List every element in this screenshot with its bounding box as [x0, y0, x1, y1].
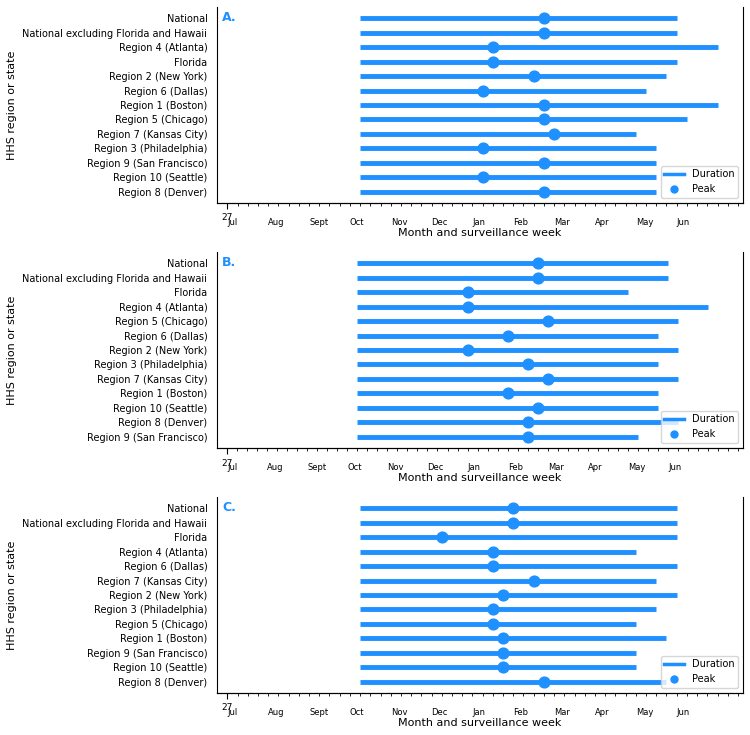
Point: [461, 344, 473, 356]
Text: May: May: [636, 218, 653, 227]
Text: B.: B.: [222, 256, 236, 269]
Point: [477, 85, 489, 96]
Text: Jan: Jan: [472, 218, 485, 227]
Text: Oct: Oct: [347, 463, 362, 472]
X-axis label: Month and surveillance week: Month and surveillance week: [398, 473, 562, 483]
Text: Jul: Jul: [227, 218, 238, 227]
Point: [502, 330, 514, 342]
Text: Jul: Jul: [227, 463, 237, 472]
Text: Feb: Feb: [508, 463, 523, 472]
Text: Jan: Jan: [472, 709, 485, 717]
Text: Sept: Sept: [309, 218, 328, 227]
Point: [497, 632, 509, 644]
Text: May: May: [628, 463, 645, 472]
Point: [532, 257, 544, 269]
Point: [497, 589, 509, 601]
Point: [477, 171, 489, 183]
Text: Jun: Jun: [676, 709, 690, 717]
Text: Nov: Nov: [391, 218, 407, 227]
Point: [538, 27, 550, 39]
Point: [522, 431, 534, 442]
Text: Oct: Oct: [350, 218, 364, 227]
Point: [507, 517, 519, 528]
Text: Aug: Aug: [267, 463, 284, 472]
Y-axis label: HHS region or state: HHS region or state: [7, 50, 17, 159]
Point: [538, 157, 550, 168]
Text: Sept: Sept: [309, 709, 328, 717]
Point: [538, 186, 550, 198]
Text: Feb: Feb: [513, 218, 528, 227]
Point: [532, 272, 544, 284]
Point: [542, 315, 554, 327]
Text: Jan: Jan: [467, 463, 481, 472]
Text: Nov: Nov: [388, 463, 404, 472]
Point: [528, 71, 540, 82]
Legend: Duration, Peak: Duration, Peak: [661, 411, 738, 443]
Point: [507, 503, 519, 514]
Legend: Duration, Peak: Duration, Peak: [661, 656, 738, 688]
Text: Mar: Mar: [548, 463, 563, 472]
Point: [461, 301, 473, 312]
Text: Nov: Nov: [391, 709, 407, 717]
Point: [477, 143, 489, 154]
Point: [548, 128, 560, 140]
Text: Apr: Apr: [588, 463, 602, 472]
Point: [487, 618, 499, 630]
Point: [487, 603, 499, 615]
Text: Aug: Aug: [268, 218, 285, 227]
Text: Apr: Apr: [595, 709, 610, 717]
Text: Jun: Jun: [676, 218, 690, 227]
Point: [538, 675, 550, 687]
Point: [538, 12, 550, 24]
Point: [522, 416, 534, 428]
Point: [528, 575, 540, 587]
Point: [538, 113, 550, 125]
Text: Apr: Apr: [595, 218, 610, 227]
Text: Jun: Jun: [668, 463, 681, 472]
Point: [497, 647, 509, 659]
Text: Mar: Mar: [554, 218, 570, 227]
Text: A.: A.: [222, 11, 237, 24]
Point: [522, 359, 534, 370]
Text: Dec: Dec: [427, 463, 444, 472]
X-axis label: Month and surveillance week: Month and surveillance week: [398, 228, 562, 238]
Point: [542, 373, 554, 384]
Text: Mar: Mar: [554, 709, 570, 717]
Point: [487, 56, 499, 68]
X-axis label: Month and surveillance week: Month and surveillance week: [398, 718, 562, 728]
Point: [487, 560, 499, 572]
Y-axis label: HHS region or state: HHS region or state: [7, 540, 17, 650]
Text: May: May: [636, 709, 653, 717]
Legend: Duration, Peak: Duration, Peak: [661, 165, 738, 198]
Y-axis label: HHS region or state: HHS region or state: [7, 295, 17, 405]
Text: C.: C.: [222, 501, 236, 514]
Text: Aug: Aug: [268, 709, 285, 717]
Text: Dec: Dec: [431, 218, 448, 227]
Text: Oct: Oct: [350, 709, 364, 717]
Point: [461, 287, 473, 298]
Point: [538, 99, 550, 111]
Point: [502, 387, 514, 399]
Point: [497, 662, 509, 673]
Text: Jul: Jul: [227, 709, 238, 717]
Point: [487, 41, 499, 53]
Text: Feb: Feb: [513, 709, 528, 717]
Point: [532, 402, 544, 414]
Text: Sept: Sept: [308, 463, 326, 472]
Point: [436, 531, 448, 543]
Text: Dec: Dec: [431, 709, 448, 717]
Point: [487, 546, 499, 558]
